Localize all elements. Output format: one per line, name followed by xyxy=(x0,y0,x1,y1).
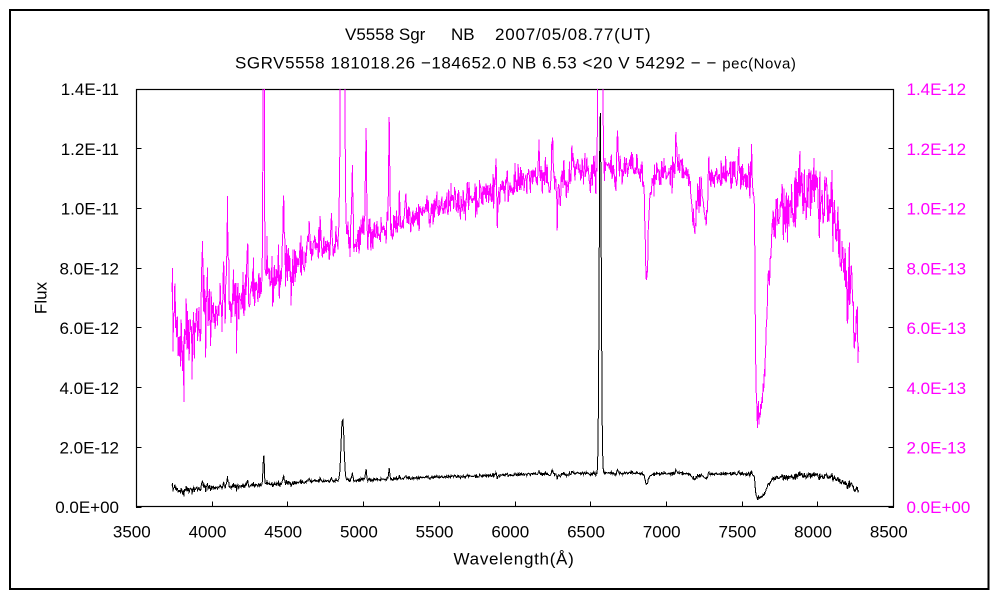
svg-text:0.0E+00: 0.0E+00 xyxy=(907,498,971,517)
svg-text:1.0E-12: 1.0E-12 xyxy=(907,200,967,219)
svg-text:V5558 Sgr: V5558 Sgr xyxy=(345,25,426,44)
svg-text:8.0E-13: 8.0E-13 xyxy=(907,259,967,278)
svg-text:1.4E-11: 1.4E-11 xyxy=(61,80,119,99)
svg-text:4500: 4500 xyxy=(264,523,302,542)
svg-text:4000: 4000 xyxy=(189,523,227,542)
svg-text:2.0E-12: 2.0E-12 xyxy=(59,439,119,458)
svg-text:8500: 8500 xyxy=(870,523,908,542)
svg-text:8.0E-12: 8.0E-12 xyxy=(59,259,119,278)
svg-text:1.4E-12: 1.4E-12 xyxy=(907,80,967,99)
svg-text:4.0E-12: 4.0E-12 xyxy=(59,379,119,398)
svg-text:7000: 7000 xyxy=(643,523,681,542)
svg-text:5000: 5000 xyxy=(340,523,378,542)
svg-text:1.2E-12: 1.2E-12 xyxy=(907,140,967,159)
svg-text:8000: 8000 xyxy=(794,523,832,542)
svg-text:NB: NB xyxy=(451,25,475,44)
svg-text:6.0E-13: 6.0E-13 xyxy=(907,319,967,338)
svg-text:1.2E-11: 1.2E-11 xyxy=(61,140,119,159)
svg-text:5500: 5500 xyxy=(416,523,454,542)
svg-text:Wavelength(Å): Wavelength(Å) xyxy=(454,550,575,569)
svg-text:3500: 3500 xyxy=(113,523,151,542)
svg-text:2007/05/08.77(UT): 2007/05/08.77(UT) xyxy=(495,25,651,44)
svg-text:6500: 6500 xyxy=(567,523,605,542)
svg-text:6000: 6000 xyxy=(491,523,529,542)
svg-text:4.0E-13: 4.0E-13 xyxy=(907,379,967,398)
svg-text:7500: 7500 xyxy=(718,523,756,542)
svg-text:1.0E-11: 1.0E-11 xyxy=(61,200,119,219)
svg-text:Flux: Flux xyxy=(32,281,51,314)
svg-text:SGRV5558 181018.26 −184652.0 N: SGRV5558 181018.26 −184652.0 NB 6.53 <20… xyxy=(235,54,796,73)
svg-text:0.0E+00: 0.0E+00 xyxy=(55,498,119,517)
svg-text:2.0E-13: 2.0E-13 xyxy=(907,439,967,458)
svg-text:6.0E-12: 6.0E-12 xyxy=(59,319,119,338)
